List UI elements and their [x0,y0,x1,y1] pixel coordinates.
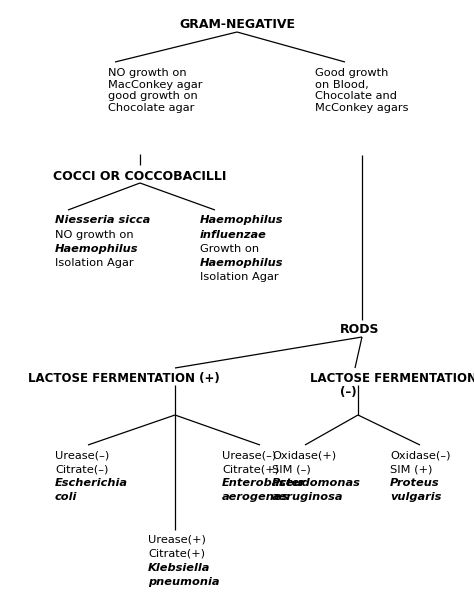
Text: Haemophilus: Haemophilus [200,258,283,268]
Text: Oxidase(+): Oxidase(+) [272,450,336,460]
Text: Enterobacter: Enterobacter [222,478,306,488]
Text: Isolation Agar: Isolation Agar [55,258,134,268]
Text: NO growth on
MacConkey agar
good growth on
Chocolate agar: NO growth on MacConkey agar good growth … [108,68,202,113]
Text: Klebsiella: Klebsiella [148,563,210,573]
Text: Escherichia: Escherichia [55,478,128,488]
Text: Citrate(+): Citrate(+) [148,549,205,559]
Text: aerogenes: aerogenes [222,492,289,502]
Text: aeruginosa: aeruginosa [272,492,344,502]
Text: coli: coli [55,492,77,502]
Text: Proteus: Proteus [390,478,439,488]
Text: GRAM-NEGATIVE: GRAM-NEGATIVE [179,18,295,31]
Text: Niesseria sicca: Niesseria sicca [55,215,150,225]
Text: SIM (–): SIM (–) [272,464,311,474]
Text: NO growth on: NO growth on [55,230,134,240]
Text: pneumonia: pneumonia [148,577,219,587]
Text: Urease(–): Urease(–) [55,450,109,460]
Text: Haemophilus: Haemophilus [200,215,283,225]
Text: Good growth
on Blood,
Chocolate and
McConkey agars: Good growth on Blood, Chocolate and McCo… [315,68,409,113]
Text: Haemophilus: Haemophilus [55,244,138,254]
Text: SIM (+): SIM (+) [390,464,432,474]
Text: LACTOSE FERMENTATION (+): LACTOSE FERMENTATION (+) [28,372,220,385]
Text: Growth on: Growth on [200,244,259,254]
Text: LACTOSE FERMENTATION: LACTOSE FERMENTATION [310,372,474,385]
Text: Urease(+): Urease(+) [148,535,206,545]
Text: Pseudomonas: Pseudomonas [272,478,361,488]
Text: Oxidase(–): Oxidase(–) [390,450,450,460]
Text: Urease(–): Urease(–) [222,450,276,460]
Text: (–): (–) [340,386,356,399]
Text: Citrate(+): Citrate(+) [222,464,279,474]
Text: Isolation Agar: Isolation Agar [200,272,279,282]
Text: influenzae: influenzae [200,230,267,240]
Text: Citrate(–): Citrate(–) [55,464,109,474]
Text: COCCI OR COCCOBACILLI: COCCI OR COCCOBACILLI [53,170,227,183]
Text: vulgaris: vulgaris [390,492,441,502]
Text: RODS: RODS [340,323,380,336]
